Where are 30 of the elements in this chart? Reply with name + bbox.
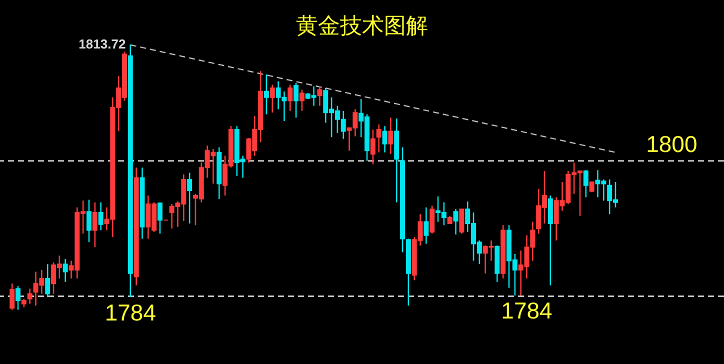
candlestick bbox=[10, 282, 15, 310]
candlestick bbox=[264, 74, 269, 115]
candlestick bbox=[270, 84, 275, 114]
candlestick bbox=[62, 258, 68, 283]
candlestick bbox=[45, 263, 50, 298]
annotation: 1813.72 bbox=[78, 36, 126, 52]
candlestick bbox=[98, 202, 104, 231]
candlestick bbox=[299, 89, 304, 112]
candlestick bbox=[86, 199, 92, 243]
text: 黄金技术图解 bbox=[296, 14, 428, 39]
candlestick bbox=[430, 205, 435, 234]
candlestick bbox=[92, 202, 98, 248]
candlestick bbox=[376, 124, 382, 154]
annotation: 1784 bbox=[501, 297, 553, 324]
candlestick bbox=[382, 125, 388, 154]
candlestick bbox=[424, 206, 429, 244]
candlestick bbox=[294, 82, 299, 118]
candlestick bbox=[583, 170, 588, 198]
candlestick bbox=[459, 208, 464, 234]
candlestick bbox=[370, 128, 376, 165]
candlestick bbox=[187, 172, 192, 224]
candlestick bbox=[388, 117, 394, 155]
candlestick bbox=[288, 84, 293, 112]
ref-line-label: 1800 bbox=[646, 130, 698, 157]
candlestick bbox=[453, 208, 458, 236]
candlestick bbox=[317, 86, 322, 106]
ref-line-label: 1784 bbox=[104, 299, 156, 326]
candlestick bbox=[157, 202, 162, 234]
candlestick bbox=[16, 285, 21, 310]
candlestick bbox=[27, 288, 32, 305]
